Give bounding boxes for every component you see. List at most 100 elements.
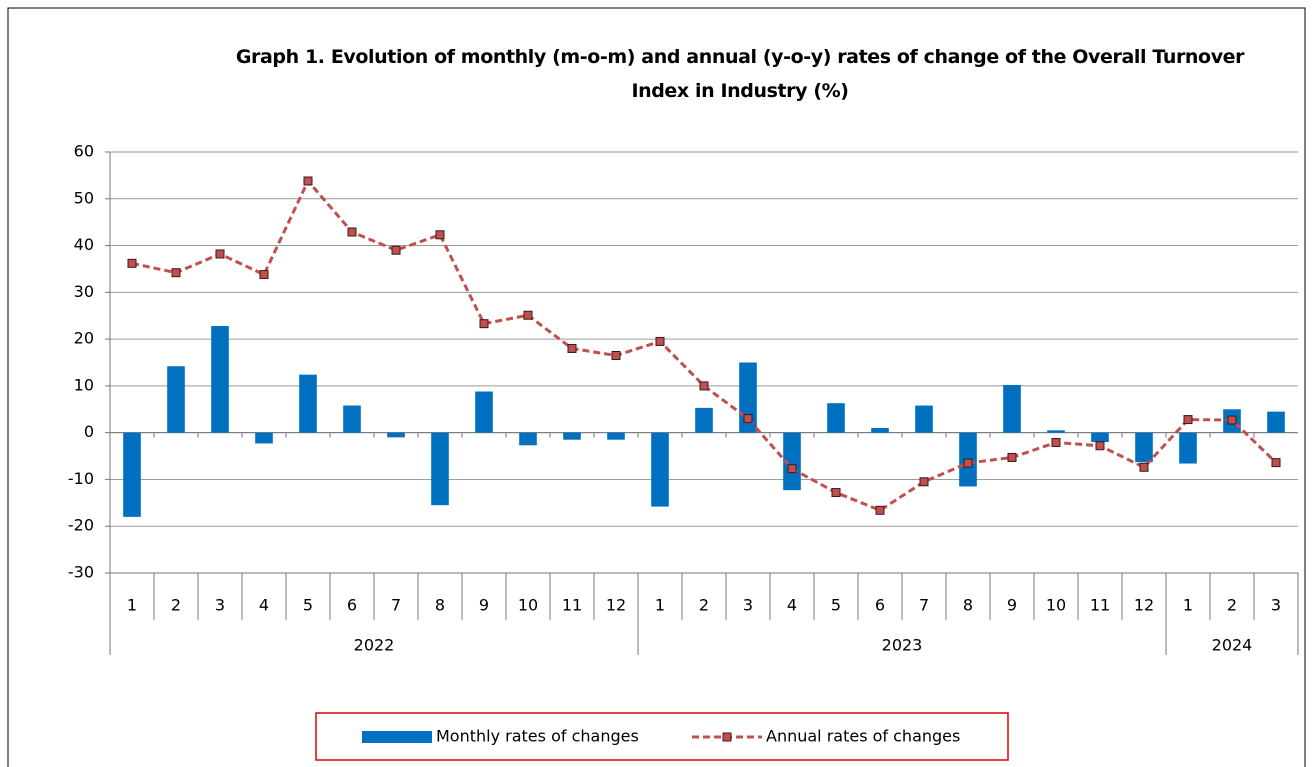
year-label: 2023 — [882, 636, 923, 655]
bar — [255, 432, 273, 444]
marker — [127, 258, 137, 268]
marker — [699, 381, 709, 391]
bar — [695, 407, 713, 433]
bar — [123, 432, 141, 517]
bar — [519, 432, 537, 446]
marker — [1139, 462, 1149, 472]
marker — [215, 249, 225, 259]
bar — [211, 326, 229, 433]
x-tick-label: 3 — [215, 596, 225, 615]
x-tick-label: 1 — [127, 596, 137, 615]
marker — [171, 268, 181, 278]
bar — [343, 405, 361, 433]
marker — [391, 245, 401, 255]
bar — [1267, 411, 1285, 433]
bar — [1135, 432, 1153, 463]
x-tick-label: 11 — [1090, 596, 1110, 615]
x-tick-label: 9 — [1007, 596, 1017, 615]
x-tick-label: 10 — [1046, 596, 1066, 615]
marker — [655, 336, 665, 346]
marker — [567, 343, 577, 353]
x-tick-label: 8 — [435, 596, 445, 615]
line — [131, 178, 1278, 513]
marker — [919, 477, 929, 487]
y-tick-label: 20 — [74, 329, 94, 348]
bar — [475, 391, 493, 433]
x-tick-label: 4 — [787, 596, 797, 615]
bar — [167, 366, 185, 433]
x-tick-label: 5 — [303, 596, 313, 615]
marker — [1227, 415, 1237, 425]
frame — [7, 7, 1306, 767]
x-tick-label: 10 — [518, 596, 538, 615]
y-tick-label: 40 — [74, 235, 94, 254]
x-tick-label: 12 — [1134, 596, 1154, 615]
x-tick-label: 2 — [1227, 596, 1237, 615]
marker — [1051, 437, 1061, 447]
x-tick-label: 3 — [1271, 596, 1281, 615]
x-tick-label: 7 — [919, 596, 929, 615]
y-tick-label: -20 — [68, 516, 94, 535]
marker — [963, 458, 973, 468]
y-tick-label: 0 — [84, 422, 94, 441]
bar — [915, 405, 933, 433]
legend-marker — [722, 732, 732, 742]
x-tick-label: 7 — [391, 596, 401, 615]
marker — [347, 227, 357, 237]
marker — [259, 270, 269, 280]
bar — [431, 432, 449, 506]
marker — [787, 464, 797, 474]
bar — [783, 432, 801, 491]
year-label: 2024 — [1212, 636, 1253, 655]
y-tick-label: 10 — [74, 375, 94, 394]
x-tick-label: 12 — [606, 596, 626, 615]
y-tick-label: 60 — [74, 142, 94, 161]
marker — [303, 176, 313, 186]
bar — [871, 427, 889, 433]
bar — [563, 432, 581, 440]
marker — [1007, 452, 1017, 462]
bar — [1179, 432, 1197, 464]
x-tick-label: 6 — [347, 596, 357, 615]
x-tick-label: 1 — [1183, 596, 1193, 615]
y-tick-label: -10 — [68, 469, 94, 488]
x-tick-label: 11 — [562, 596, 582, 615]
marker — [831, 488, 841, 498]
legend-label: Monthly rates of changes — [436, 727, 639, 746]
marker — [1183, 415, 1193, 425]
bar — [1003, 384, 1021, 433]
marker — [1271, 458, 1281, 468]
bar — [1047, 430, 1065, 433]
marker — [743, 414, 753, 424]
legend-label: Annual rates of changes — [766, 727, 960, 746]
x-tick-label: 2 — [699, 596, 709, 615]
y-tick-label: -30 — [68, 563, 94, 582]
marker — [523, 310, 533, 320]
marker — [875, 505, 885, 515]
year-label: 2022 — [354, 636, 395, 655]
bar — [607, 432, 625, 440]
x-tick-label: 5 — [831, 596, 841, 615]
bar — [299, 374, 317, 433]
x-tick-label: 1 — [655, 596, 665, 615]
chart-title: Graph 1. Evolution of monthly (m-o-m) an… — [235, 46, 1245, 102]
legend-swatch — [362, 731, 432, 743]
y-tick-label: 30 — [74, 282, 94, 301]
marker — [611, 350, 621, 360]
x-tick-label: 9 — [479, 596, 489, 615]
x-tick-label: 2 — [171, 596, 181, 615]
marker — [479, 319, 489, 329]
y-tick-label: 50 — [74, 188, 94, 207]
marker — [1095, 441, 1105, 451]
x-tick-label: 3 — [743, 596, 753, 615]
bar — [387, 432, 405, 438]
x-tick-label: 4 — [259, 596, 269, 615]
bar — [1091, 432, 1109, 443]
bar — [651, 432, 669, 507]
x-tick-label: 8 — [963, 596, 973, 615]
marker — [435, 230, 445, 240]
x-tick-label: 6 — [875, 596, 885, 615]
bar — [827, 403, 845, 433]
